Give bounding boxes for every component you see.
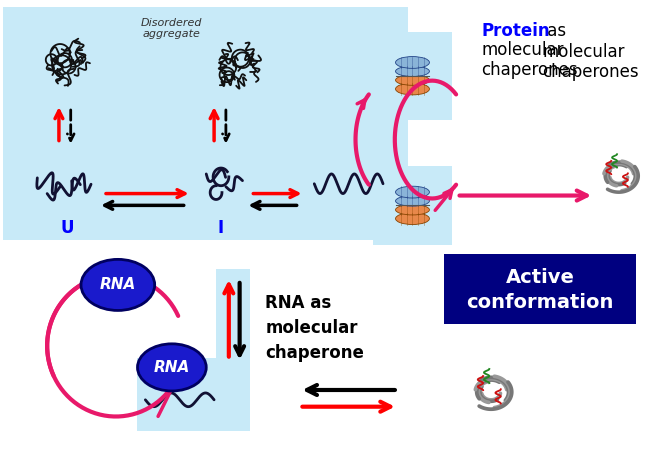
Text: as
molecular
chaperones: as molecular chaperones: [542, 22, 639, 81]
FancyBboxPatch shape: [373, 32, 451, 120]
Ellipse shape: [395, 196, 430, 206]
Text: chaperones: chaperones: [481, 61, 578, 79]
Text: Protein: Protein: [481, 22, 550, 40]
Text: I: I: [218, 219, 224, 237]
Ellipse shape: [395, 57, 430, 68]
Ellipse shape: [395, 75, 430, 86]
FancyBboxPatch shape: [3, 7, 408, 240]
Text: Active
conformation: Active conformation: [467, 268, 614, 312]
Ellipse shape: [395, 213, 430, 225]
Text: RNA: RNA: [154, 360, 190, 375]
Ellipse shape: [395, 66, 430, 76]
FancyBboxPatch shape: [216, 269, 250, 367]
Ellipse shape: [395, 186, 430, 198]
Text: RNA: RNA: [100, 277, 136, 292]
Text: molecular: molecular: [481, 41, 564, 59]
Ellipse shape: [395, 83, 430, 95]
Text: Disordered
aggregate: Disordered aggregate: [141, 18, 203, 40]
FancyBboxPatch shape: [137, 358, 250, 431]
Text: RNA as
molecular
chaperone: RNA as molecular chaperone: [265, 294, 364, 362]
Ellipse shape: [395, 205, 430, 215]
FancyBboxPatch shape: [444, 254, 636, 324]
Ellipse shape: [81, 259, 154, 310]
Ellipse shape: [137, 344, 206, 391]
FancyBboxPatch shape: [373, 166, 451, 245]
Text: U: U: [60, 219, 73, 237]
